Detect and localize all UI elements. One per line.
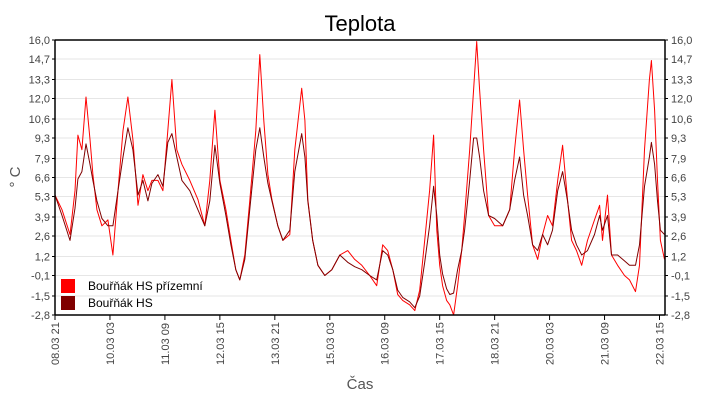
y-tick-label-right: 3,9 — [671, 212, 686, 224]
y-tick-label-left: 6,6 — [35, 173, 50, 185]
y-tick-label-left: 12,0 — [29, 94, 50, 106]
y-tick-label-left: 5,3 — [35, 192, 50, 204]
y-axis-label: ° C — [7, 166, 24, 187]
x-tick-label: 22.03 15 — [655, 322, 667, 365]
y-tick-label-left: 2,6 — [35, 231, 50, 243]
y-tick-label-left: 10,6 — [29, 114, 50, 126]
y-tick-label-right: -1,5 — [671, 291, 690, 303]
y-tick-label-right: 5,3 — [671, 192, 686, 204]
y-tick-label-left: 14,7 — [29, 54, 50, 66]
y-tick-label-right: -0,1 — [671, 271, 690, 283]
legend-swatch — [61, 279, 75, 293]
legend: Bouřňák HS přízemní Bouřňák HS — [61, 279, 203, 310]
y-tick-label-right: 16,0 — [671, 35, 692, 47]
x-tick-label: 17.03 15 — [435, 322, 447, 365]
y-tick-label-right: -2,8 — [671, 310, 690, 322]
x-tick-label: 13.03 21 — [270, 322, 282, 365]
x-tick-label: 21.03 09 — [600, 322, 612, 365]
y-tick-label-left: 13,3 — [29, 74, 50, 86]
x-tick-label: 08.03 21 — [50, 322, 62, 365]
legend-swatch — [61, 296, 75, 310]
y-tick-label-left: -2,8 — [31, 310, 50, 322]
x-axis-label: Čas — [347, 376, 374, 393]
x-tick-label: 11.03 09 — [160, 323, 172, 365]
y-tick-label-right: 12,0 — [671, 94, 692, 106]
y-tick-label-right: 14,7 — [671, 54, 692, 66]
y-tick-label-left: 3,9 — [35, 212, 50, 224]
x-tick-label: 10.03 03 — [105, 322, 117, 365]
series-line-0 — [54, 41, 665, 316]
y-tick-label-right: 13,3 — [671, 74, 692, 86]
y-tick-label-left: -1,5 — [31, 291, 50, 303]
y-tick-label-right: 2,6 — [671, 231, 686, 243]
y-tick-label-right: 7,9 — [671, 153, 686, 165]
x-tick-label: 18.03 21 — [490, 322, 502, 365]
y-tick-label-right: 6,6 — [671, 173, 686, 185]
y-tick-label-left: 7,9 — [35, 153, 50, 165]
x-tick-label: 12.03 15 — [215, 322, 227, 365]
y-tick-label-right: 1,2 — [671, 251, 686, 263]
x-tick-label: 16.03 09 — [380, 322, 392, 365]
series-line-1 — [54, 127, 665, 309]
chart-title: Teplota — [325, 11, 397, 36]
y-tick-label-right: 9,3 — [671, 133, 686, 145]
y-tick-label-left: -0,1 — [31, 271, 50, 283]
x-tick-label: 15.03 03 — [325, 322, 337, 365]
y-tick-label-right: 10,6 — [671, 114, 692, 126]
x-tick-label: 20.03 03 — [545, 322, 557, 365]
legend-label: Bouřňák HS přízemní — [88, 279, 203, 293]
legend-label: Bouřňák HS — [88, 296, 153, 310]
y-tick-label-left: 1,2 — [35, 251, 50, 263]
y-tick-label-left: 9,3 — [35, 133, 50, 145]
y-tick-label-left: 16,0 — [29, 35, 50, 47]
